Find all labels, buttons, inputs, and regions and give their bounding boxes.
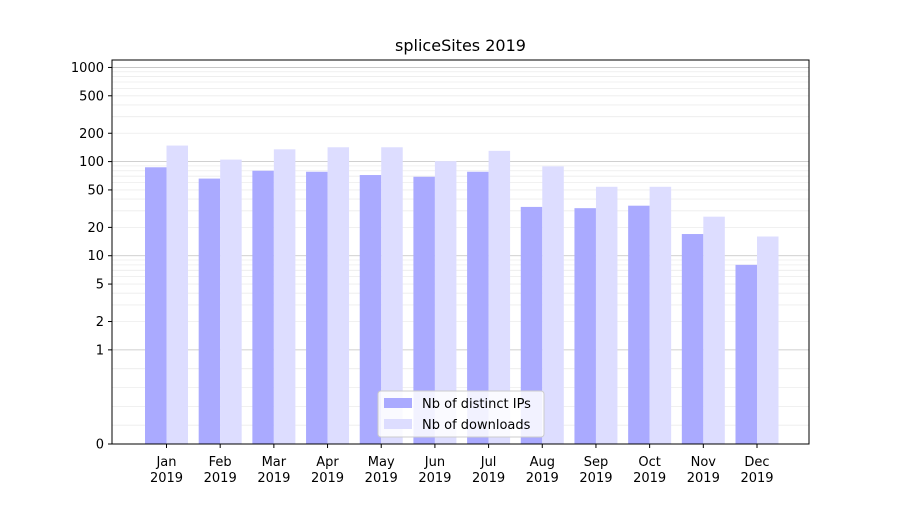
bar-ips-jul xyxy=(467,171,489,444)
bar-ips-jun xyxy=(413,176,435,445)
bar-ips-jan xyxy=(145,167,167,445)
x-tick-label-month: Mar xyxy=(262,455,287,470)
y-tick-label: 20 xyxy=(87,221,104,236)
bar-downloads-jul xyxy=(488,150,511,445)
x-tick-label-month: Jan xyxy=(155,455,176,470)
x-tick-label-year: 2019 xyxy=(204,471,237,486)
x-tick-label-year: 2019 xyxy=(365,471,398,486)
y-tick-label: 500 xyxy=(79,89,104,104)
y-tick-label: 100 xyxy=(79,155,104,170)
bar-downloads-may xyxy=(381,147,403,444)
bars-layer xyxy=(145,145,779,445)
x-tick-label-year: 2019 xyxy=(687,471,720,486)
x-tick-label-month: Apr xyxy=(316,455,339,470)
plot-frame xyxy=(111,59,810,445)
x-tick-label-month: Feb xyxy=(209,455,232,470)
x-tick-label-month: May xyxy=(368,455,395,470)
bar-ips-feb xyxy=(198,178,221,445)
y-tick-label: 1 xyxy=(96,343,104,358)
x-tick-label-month: Aug xyxy=(530,455,555,470)
y-tick-label: 200 xyxy=(79,127,104,142)
bar-ips-oct xyxy=(628,205,650,444)
bar-downloads-mar xyxy=(273,149,296,444)
x-tick-label-month: Jun xyxy=(424,455,445,470)
x-tick-label-year: 2019 xyxy=(311,471,344,486)
y-tick-label: 2 xyxy=(96,315,104,330)
x-tick-label-year: 2019 xyxy=(150,471,183,486)
bar-ips-apr xyxy=(306,171,328,444)
bar-ips-dec xyxy=(735,264,757,444)
x-axis: Jan2019Feb2019Mar2019Apr2019May2019Jun20… xyxy=(150,444,774,486)
y-tick-label: 10 xyxy=(87,249,104,264)
legend-swatch xyxy=(384,419,412,429)
bar-downloads-jun xyxy=(434,161,457,444)
x-tick-label-month: Sep xyxy=(584,455,609,470)
legend-box xyxy=(377,390,545,438)
x-tick-label-year: 2019 xyxy=(526,471,559,486)
x-tick-label-month: Nov xyxy=(691,455,717,470)
bar-downloads-feb xyxy=(220,159,242,444)
x-tick-label-year: 2019 xyxy=(633,471,666,486)
x-tick-label-year: 2019 xyxy=(257,471,290,486)
bar-ips-sep xyxy=(574,208,596,444)
x-tick-label-month: Jul xyxy=(480,455,497,470)
y-tick-label: 50 xyxy=(87,183,104,198)
bar-downloads-nov xyxy=(703,216,725,444)
legend: Nb of distinct IPs Nb of downloads xyxy=(377,390,545,438)
bar-downloads-aug xyxy=(542,166,564,445)
legend-swatch xyxy=(384,398,412,408)
bar-downloads-oct xyxy=(649,186,672,444)
bar-ips-aug xyxy=(520,206,543,444)
x-tick-label-year: 2019 xyxy=(418,471,451,486)
bar-downloads-dec xyxy=(757,236,779,444)
bar-ips-may xyxy=(359,175,382,444)
bar-ips-nov xyxy=(681,234,704,444)
bar-downloads-jan xyxy=(166,145,188,444)
bar-downloads-apr xyxy=(327,147,350,444)
x-tick-label-month: Oct xyxy=(638,455,660,470)
y-tick-label: 0 xyxy=(96,438,104,453)
x-tick-label-month: Dec xyxy=(744,455,769,470)
y-tick-label: 1000 xyxy=(71,61,104,76)
bar-downloads-sep xyxy=(595,186,618,444)
x-tick-label-year: 2019 xyxy=(579,471,612,486)
y-tick-label: 5 xyxy=(96,278,104,293)
x-tick-label-year: 2019 xyxy=(472,471,505,486)
legend-label: Nb of downloads xyxy=(422,418,531,433)
x-tick-label-year: 2019 xyxy=(740,471,773,486)
bar-ips-mar xyxy=(252,170,274,444)
y-axis: 0 1 2 5 10 20 50 100 200 500 1000 xyxy=(71,61,112,453)
chart-title: spliceSites 2019 xyxy=(395,36,526,55)
legend-label: Nb of distinct IPs xyxy=(422,397,531,412)
